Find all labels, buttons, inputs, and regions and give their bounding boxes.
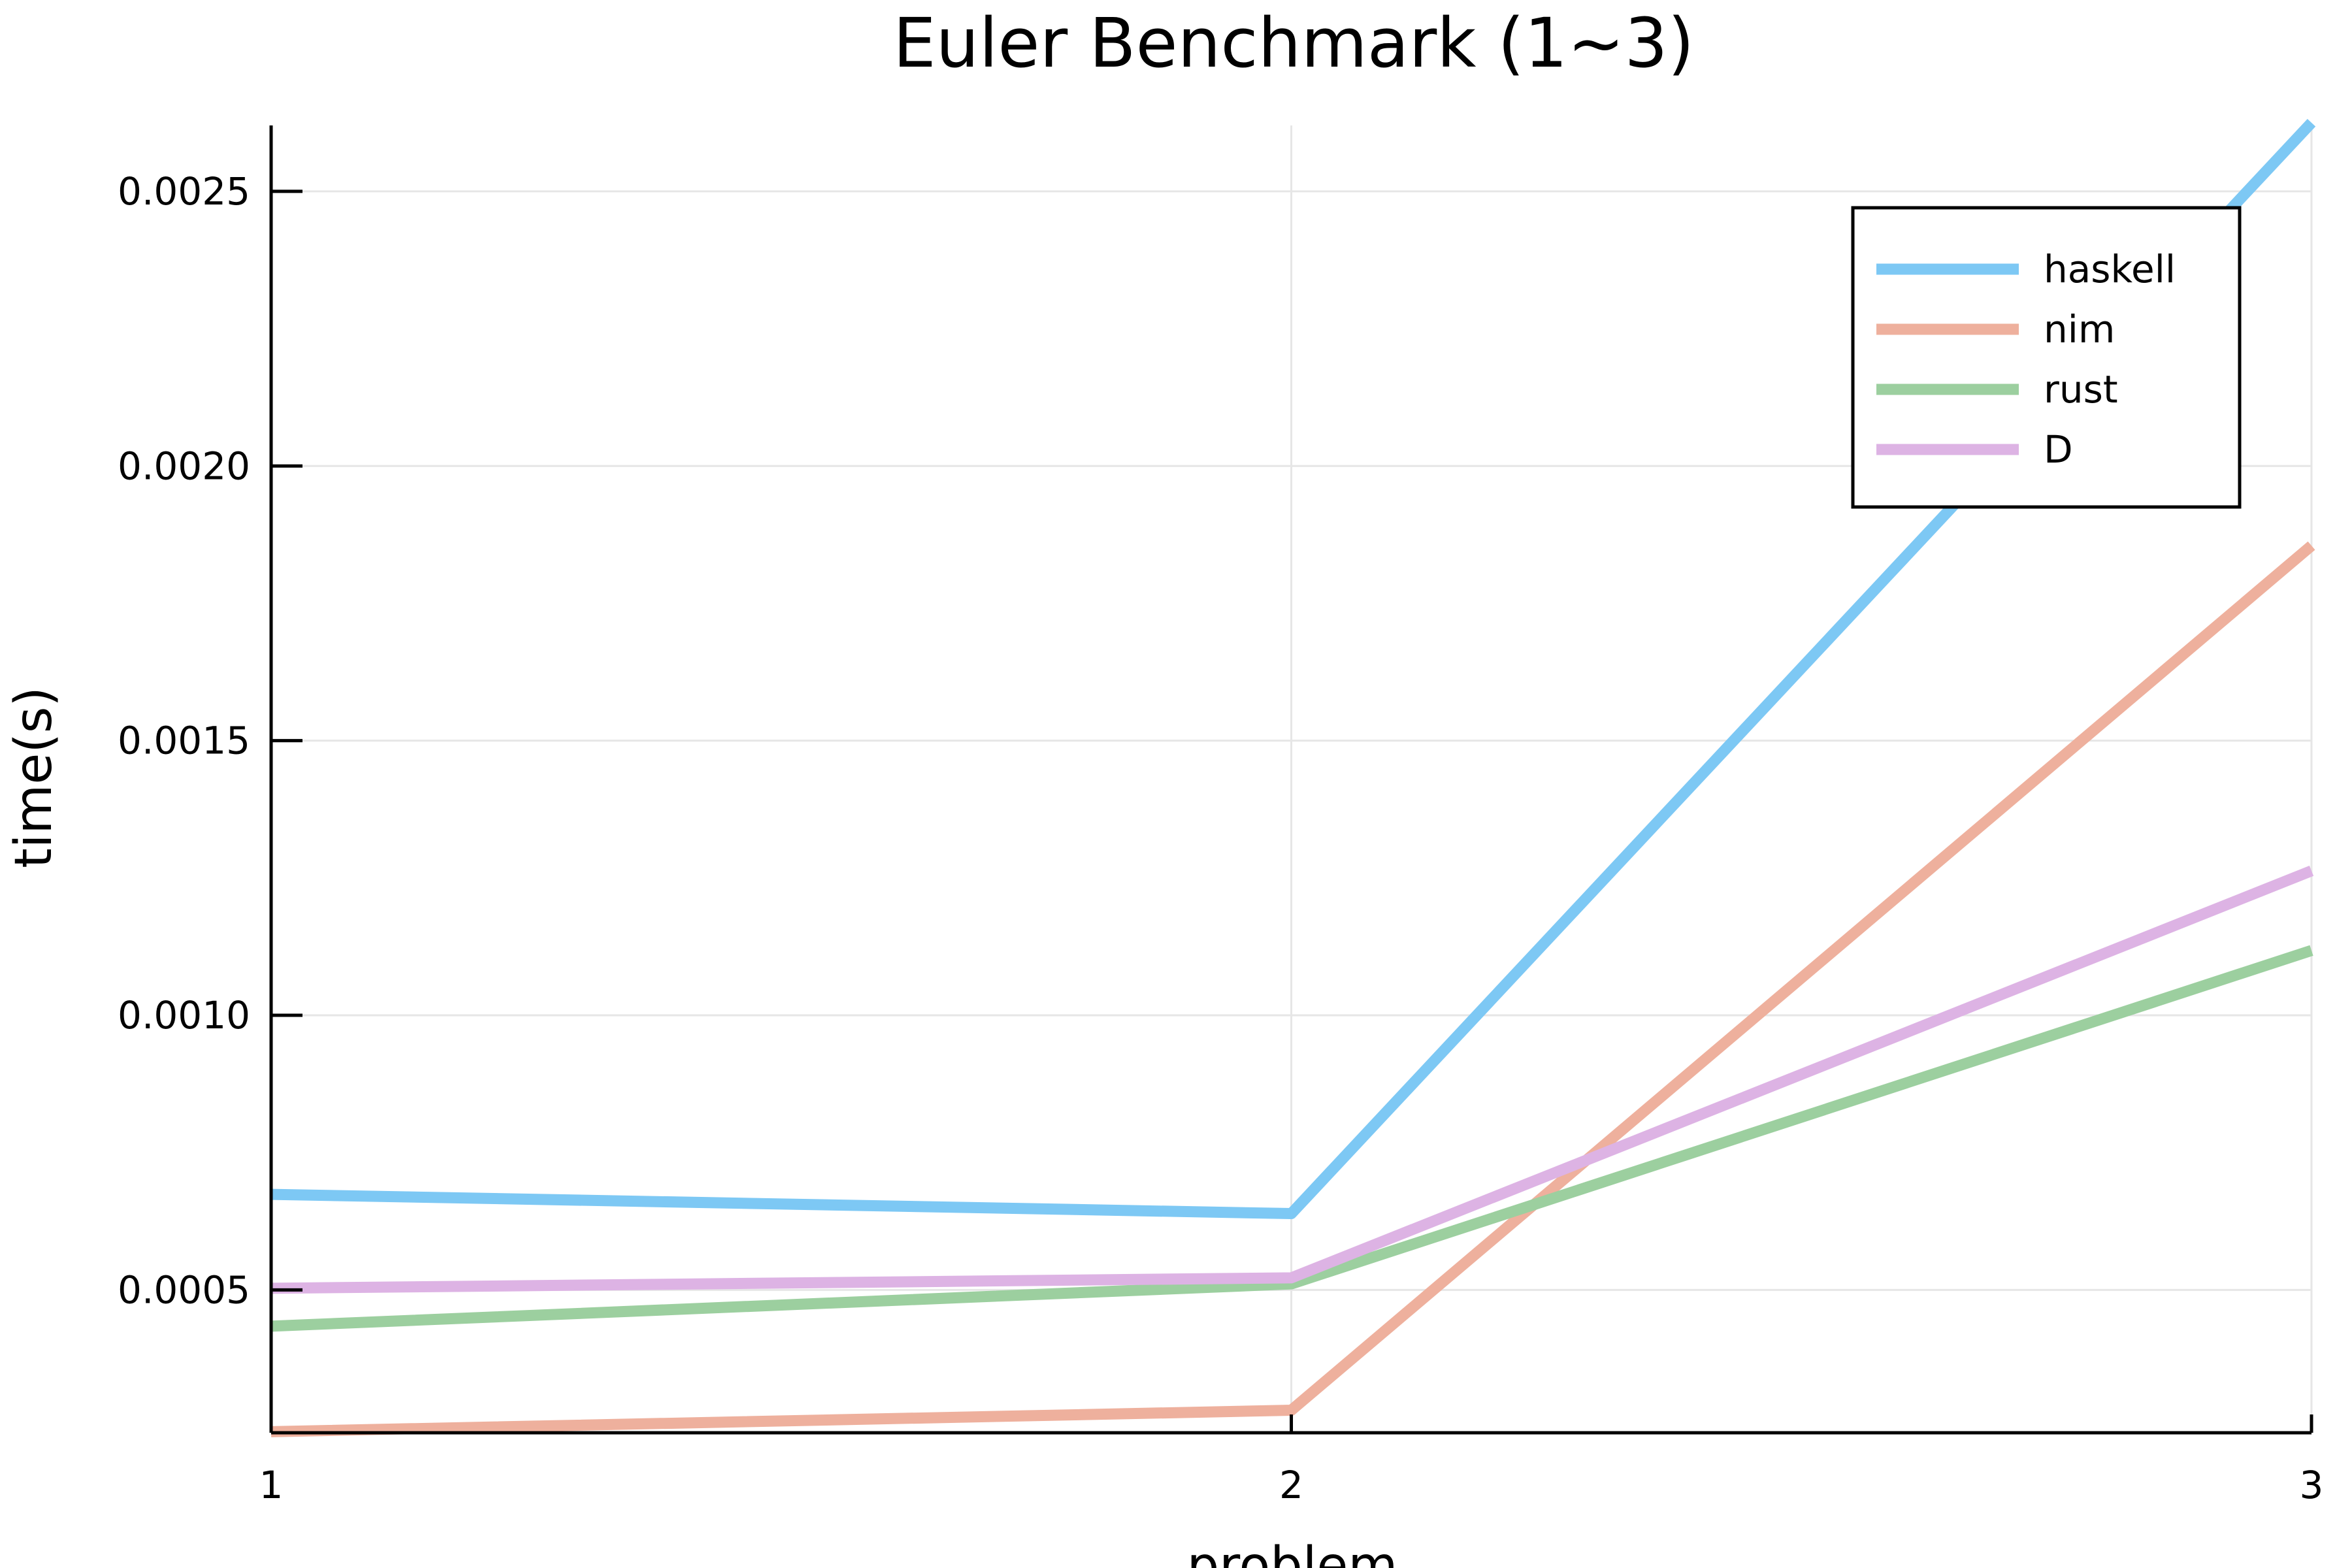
- x-tick-label-1: 1: [259, 1463, 284, 1507]
- chart-title: Euler Benchmark (1~3): [893, 3, 1694, 83]
- series-line-d: [270, 866, 2314, 1294]
- legend-label-nim: nim: [2044, 307, 2115, 351]
- y-tick-label-4: 0.0020: [118, 444, 250, 488]
- y-tick-label-5: 0.0025: [118, 169, 250, 214]
- x-axis-label: problem: [1187, 1537, 1398, 1568]
- y-axis-label: time(s): [5, 687, 63, 868]
- series-line-rust: [270, 945, 2313, 1332]
- legend-label-haskell: haskell: [2044, 247, 2176, 291]
- x-tick-label-2: 2: [1279, 1463, 1303, 1507]
- y-tick-label-3: 0.0015: [118, 719, 250, 763]
- y-tick-label-1: 0.0005: [118, 1267, 250, 1312]
- legend: haskell nim rust D: [1851, 206, 2242, 509]
- axes: 1 2 3 0.0005 0.0010 0.0015 0.0020 0.0025: [118, 125, 2323, 1507]
- x-tick-label-3: 3: [2300, 1463, 2324, 1507]
- legend-label-d: D: [2044, 427, 2073, 472]
- legend-label-rust: rust: [2044, 367, 2118, 412]
- y-tick-label-2: 0.0010: [118, 993, 250, 1037]
- legend-box: [1851, 206, 2242, 509]
- series-line-nim: [270, 541, 2315, 1437]
